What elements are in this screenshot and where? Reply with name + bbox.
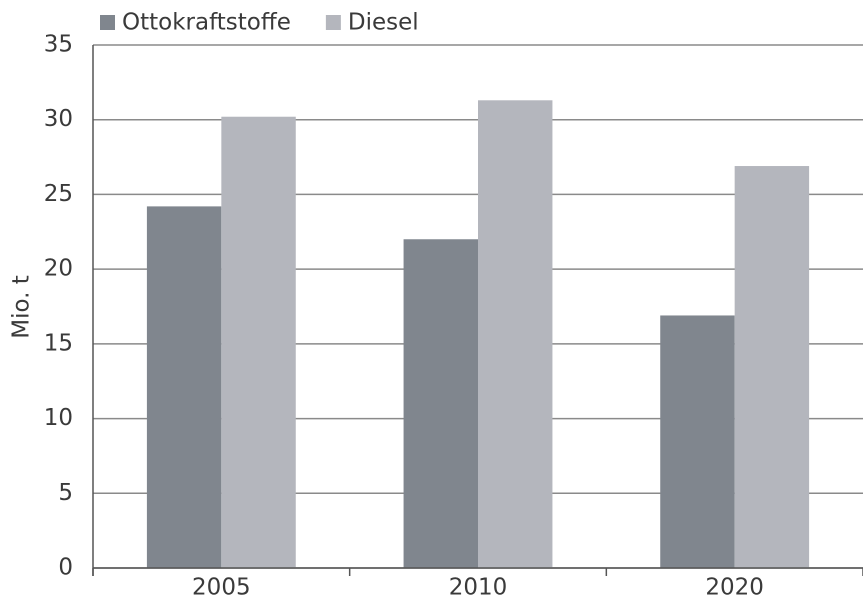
bar	[660, 315, 735, 568]
bar	[146, 206, 222, 568]
bar	[734, 166, 810, 568]
y-tick-label: 35	[44, 32, 73, 58]
y-tick-label: 5	[58, 480, 73, 506]
bar	[403, 239, 478, 568]
y-axis-label: Mio. t	[9, 275, 35, 339]
bar	[478, 100, 553, 568]
legend-label: Ottokraftstoffe	[122, 10, 291, 36]
x-tick-label: 2005	[192, 575, 251, 600]
x-tick-label: 2020	[705, 575, 764, 600]
x-tick-label: 2010	[449, 575, 508, 600]
y-tick-label: 15	[44, 330, 73, 356]
y-tick-label: 25	[44, 181, 73, 207]
y-tick-label: 20	[44, 256, 73, 282]
y-tick-label: 30	[44, 106, 73, 132]
legend-swatch	[325, 15, 341, 30]
bar	[221, 116, 296, 569]
legend-swatch	[100, 15, 115, 30]
legend-label: Diesel	[348, 10, 419, 36]
y-tick-label: 10	[44, 405, 73, 431]
y-tick-label: 0	[58, 555, 73, 581]
